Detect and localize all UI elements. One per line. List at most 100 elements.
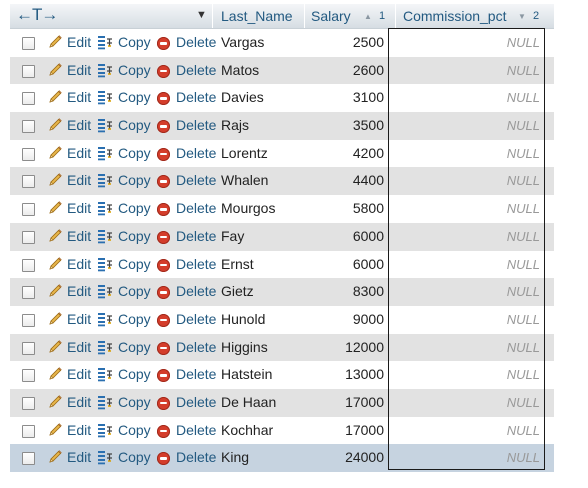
cell-commission-pct[interactable]: NULL xyxy=(506,118,540,134)
cell-last-name[interactable]: Davies xyxy=(221,89,264,106)
edit-link[interactable]: Edit xyxy=(67,393,92,410)
table-row[interactable]: Edit Copy Delete Rajs 3500 NULL xyxy=(10,112,554,140)
table-row[interactable]: Edit Copy Delete Vargas 2500 NULL xyxy=(10,29,554,57)
delete-link[interactable]: Delete xyxy=(176,449,217,466)
copy-link[interactable]: Copy xyxy=(118,227,151,244)
cell-last-name[interactable]: Whalen xyxy=(221,172,269,189)
delete-link[interactable]: Delete xyxy=(176,89,217,106)
cell-commission-pct[interactable]: NULL xyxy=(506,450,540,466)
delete-link[interactable]: Delete xyxy=(176,310,217,327)
cell-last-name[interactable]: Higgins xyxy=(221,338,268,355)
cell-salary[interactable]: 6000 xyxy=(352,255,384,272)
delete-link[interactable]: Delete xyxy=(176,393,217,410)
table-row[interactable]: Edit Copy Delete Matos 2600 NULL xyxy=(10,56,554,85)
copy-link[interactable]: Copy xyxy=(118,421,151,438)
table-row[interactable]: Edit Copy Delete Fay 6000 NULL xyxy=(10,222,554,251)
edit-link[interactable]: Edit xyxy=(67,338,92,355)
cell-salary[interactable]: 2500 xyxy=(352,34,384,50)
cell-last-name[interactable]: Hunold xyxy=(221,310,266,327)
column-nav-arrows[interactable]: ←T→ xyxy=(16,5,58,24)
row-checkbox[interactable] xyxy=(22,147,35,161)
row-checkbox[interactable] xyxy=(22,396,35,410)
table-row[interactable]: Edit Copy Delete Gietz 8300 NULL xyxy=(10,278,554,306)
cell-salary[interactable]: 9000 xyxy=(352,310,384,327)
cell-commission-pct[interactable]: NULL xyxy=(506,284,540,300)
copy-link[interactable]: Copy xyxy=(118,34,151,50)
cell-commission-pct[interactable]: NULL xyxy=(506,367,540,383)
cell-commission-pct[interactable]: NULL xyxy=(506,90,540,106)
cell-commission-pct[interactable]: NULL xyxy=(506,256,540,272)
cell-salary[interactable]: 4200 xyxy=(352,144,384,161)
delete-link[interactable]: Delete xyxy=(176,255,217,272)
table-row[interactable]: Edit Copy Delete Kochhar 17000 NULL xyxy=(10,416,554,445)
row-checkbox[interactable] xyxy=(22,120,35,134)
cell-commission-pct[interactable]: NULL xyxy=(506,62,540,78)
row-checkbox[interactable] xyxy=(22,92,35,106)
row-checkbox[interactable] xyxy=(22,64,35,78)
table-row[interactable]: Edit Copy Delete Mourgos 5800 NULL xyxy=(10,195,554,223)
table-row[interactable]: Edit Copy Delete Hatstein 13000 NULL xyxy=(10,361,554,389)
cell-last-name[interactable]: King xyxy=(221,449,250,466)
cell-salary[interactable]: 2600 xyxy=(352,61,384,78)
row-checkbox[interactable] xyxy=(22,258,35,272)
cell-commission-pct[interactable]: NULL xyxy=(506,173,540,189)
cell-last-name[interactable]: Mourgos xyxy=(221,200,276,217)
cell-salary[interactable]: 5800 xyxy=(352,200,384,217)
edit-link[interactable]: Edit xyxy=(67,283,92,300)
cell-salary[interactable]: 3500 xyxy=(352,117,384,134)
cell-commission-pct[interactable]: NULL xyxy=(506,35,540,50)
row-checkbox[interactable] xyxy=(22,313,35,327)
table-row[interactable]: Edit Copy Delete Lorentz 4200 NULL xyxy=(10,139,554,168)
column-header-last-name[interactable]: Last_Name xyxy=(221,8,293,24)
row-checkbox[interactable] xyxy=(22,341,35,355)
edit-link[interactable]: Edit xyxy=(67,227,92,244)
edit-link[interactable]: Edit xyxy=(67,366,92,383)
row-checkbox[interactable] xyxy=(22,286,35,300)
cell-salary[interactable]: 4400 xyxy=(352,172,384,189)
cell-salary[interactable]: 3100 xyxy=(352,89,384,106)
cell-last-name[interactable]: Fay xyxy=(221,227,245,244)
column-header-salary[interactable]: Salary xyxy=(311,8,351,24)
edit-link[interactable]: Edit xyxy=(67,421,92,438)
copy-link[interactable]: Copy xyxy=(118,449,151,466)
edit-link[interactable]: Edit xyxy=(67,34,92,50)
copy-link[interactable]: Copy xyxy=(118,393,151,410)
table-row[interactable]: Edit Copy Delete Hunold 9000 NULL xyxy=(10,305,554,334)
edit-link[interactable]: Edit xyxy=(67,61,92,78)
table-row[interactable]: Edit Copy Delete King 24000 NULL xyxy=(10,444,554,472)
cell-last-name[interactable]: Matos xyxy=(221,61,260,78)
copy-link[interactable]: Copy xyxy=(118,310,151,327)
copy-link[interactable]: Copy xyxy=(118,89,151,106)
delete-link[interactable]: Delete xyxy=(176,421,217,438)
table-row[interactable]: Edit Copy Delete Higgins 12000 NULL xyxy=(10,333,554,362)
copy-link[interactable]: Copy xyxy=(118,338,151,355)
delete-link[interactable]: Delete xyxy=(176,144,217,161)
edit-link[interactable]: Edit xyxy=(67,449,92,466)
copy-link[interactable]: Copy xyxy=(118,255,151,272)
copy-link[interactable]: Copy xyxy=(118,144,151,161)
copy-link[interactable]: Copy xyxy=(118,117,151,134)
cell-salary[interactable]: 13000 xyxy=(345,366,384,383)
cell-commission-pct[interactable]: NULL xyxy=(506,228,540,244)
cell-salary[interactable]: 24000 xyxy=(345,449,384,466)
cell-last-name[interactable]: Vargas xyxy=(221,34,265,50)
row-checkbox[interactable] xyxy=(22,203,35,217)
cell-salary[interactable]: 17000 xyxy=(345,421,384,438)
copy-link[interactable]: Copy xyxy=(118,172,151,189)
cell-commission-pct[interactable]: NULL xyxy=(506,339,540,355)
cell-last-name[interactable]: Rajs xyxy=(221,117,250,134)
copy-link[interactable]: Copy xyxy=(118,366,151,383)
delete-link[interactable]: Delete xyxy=(176,338,217,355)
edit-link[interactable]: Edit xyxy=(67,144,92,161)
row-checkbox[interactable] xyxy=(22,424,35,438)
edit-link[interactable]: Edit xyxy=(67,200,92,217)
cell-last-name[interactable]: Ernst xyxy=(221,255,254,272)
cell-salary[interactable]: 17000 xyxy=(345,393,384,410)
cell-salary[interactable]: 6000 xyxy=(352,227,384,244)
row-checkbox[interactable] xyxy=(22,175,35,189)
delete-link[interactable]: Delete xyxy=(176,117,217,134)
cell-commission-pct[interactable]: NULL xyxy=(506,422,540,438)
cell-last-name[interactable]: Hatstein xyxy=(221,366,273,383)
cell-last-name[interactable]: Kochhar xyxy=(221,421,274,438)
copy-link[interactable]: Copy xyxy=(118,200,151,217)
